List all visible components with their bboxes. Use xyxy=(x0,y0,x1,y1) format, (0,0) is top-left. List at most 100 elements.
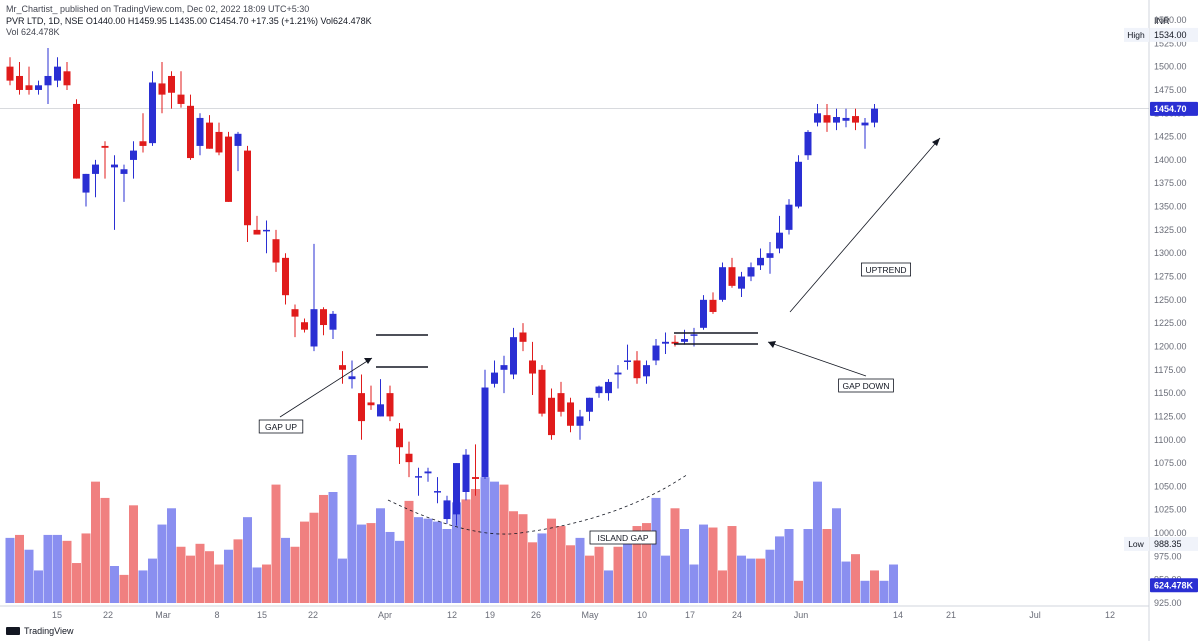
volume-bar xyxy=(433,521,442,603)
time-tick-label: 10 xyxy=(637,610,647,620)
volume-bar xyxy=(765,549,775,603)
symbol-ohlc-line: PVR LTD, 1D, NSE O1440.00 H1459.95 L1435… xyxy=(6,16,372,26)
volume-bar xyxy=(604,570,613,603)
volume-bar xyxy=(34,570,43,603)
volume-bar xyxy=(784,529,794,603)
candle-body xyxy=(814,113,821,123)
annotation-box xyxy=(589,530,657,545)
uptrend-arrowhead xyxy=(932,138,940,146)
candle-body xyxy=(462,454,470,492)
candle-body xyxy=(310,309,318,347)
volume-bar xyxy=(414,517,423,603)
volume-bar xyxy=(642,523,651,603)
gap-down-arrowhead xyxy=(768,341,776,348)
price-tick-label: 1375.00 xyxy=(1154,178,1187,188)
candle-body xyxy=(624,360,631,362)
price-badge xyxy=(1150,536,1198,551)
price-tick-label: 925.00 xyxy=(1154,598,1182,608)
candle-body xyxy=(16,75,23,90)
gap-up-arrow xyxy=(279,357,373,418)
volume-bar xyxy=(822,529,832,603)
candle-body xyxy=(329,313,337,330)
price-tick-label: 1150.00 xyxy=(1154,388,1186,398)
volume-bar xyxy=(24,549,34,603)
candle-body xyxy=(510,337,517,375)
volume-bar xyxy=(5,537,15,603)
candle-body xyxy=(348,376,356,380)
volume-bar xyxy=(148,558,157,603)
volume-bar xyxy=(879,580,889,603)
candle-body xyxy=(557,393,565,412)
candle-body xyxy=(586,397,593,412)
volume-bar xyxy=(461,499,471,603)
volume-bar xyxy=(566,545,575,603)
badge-tag-label: High xyxy=(1127,30,1145,40)
volume-bar xyxy=(43,534,53,603)
time-tick-label: 19 xyxy=(485,610,495,620)
candle-body xyxy=(386,393,394,417)
candle-body xyxy=(614,372,622,375)
annotation-label: GAP DOWN xyxy=(842,381,889,391)
candle-body xyxy=(130,150,137,160)
candle-body xyxy=(871,108,878,123)
time-tick-label: 22 xyxy=(103,610,113,620)
chart-header: Mr_Chartist_ published on TradingView.co… xyxy=(0,0,1200,40)
price-tick-label: 1350.00 xyxy=(1154,202,1187,212)
price-tick-label: 1525.00 xyxy=(1154,38,1187,48)
candle-body xyxy=(301,322,308,330)
volume-bar xyxy=(271,484,281,603)
price-tick-label: 1550.00 xyxy=(1154,15,1187,25)
volume-bar xyxy=(338,558,347,603)
candle-body xyxy=(633,360,641,379)
price-tick-label: 1075.00 xyxy=(1154,458,1187,468)
candle-body xyxy=(605,381,612,394)
volume-line: Vol 624.478K xyxy=(6,27,60,37)
candle-body xyxy=(187,105,194,159)
candle-body xyxy=(453,463,460,515)
time-tick-label: 24 xyxy=(732,610,742,620)
volume-bar xyxy=(794,580,803,603)
badge-tag-label: Low xyxy=(1128,539,1144,549)
volume-bar xyxy=(319,494,328,603)
time-tick-label: 22 xyxy=(308,610,318,620)
volume-bar xyxy=(813,481,822,603)
volume-bar xyxy=(328,492,338,603)
candle-body xyxy=(120,169,128,174)
candle-body xyxy=(833,117,840,123)
uptrend-arrow xyxy=(789,137,941,313)
volume-bar xyxy=(300,521,309,603)
volume-bar xyxy=(803,529,813,603)
candle-body xyxy=(491,372,498,384)
volume-bar xyxy=(281,537,290,603)
candle-body xyxy=(415,476,422,478)
candle-body xyxy=(101,145,109,148)
candle-body xyxy=(519,332,527,342)
candle-body xyxy=(396,428,403,448)
candle-body xyxy=(234,133,242,146)
volume-bar xyxy=(756,558,765,603)
volume-bar xyxy=(651,497,661,603)
time-tick-label: 8 xyxy=(214,610,219,620)
volume-bar xyxy=(385,531,395,603)
volume-bar xyxy=(718,570,727,603)
volume-bar xyxy=(499,484,509,603)
tradingview-logo[interactable]: TradingView xyxy=(6,626,74,636)
candle-body xyxy=(158,83,166,95)
volume-bar xyxy=(100,497,110,603)
candle-body xyxy=(861,122,869,126)
price-tick-label: 1400.00 xyxy=(1154,155,1187,165)
price-tick-label: 1000.00 xyxy=(1154,528,1187,538)
candle-body xyxy=(766,253,774,258)
currency-label: INR xyxy=(1154,16,1170,26)
candle-body xyxy=(795,161,802,207)
island-gap-curve xyxy=(387,473,689,535)
volume-bar xyxy=(746,558,756,603)
price-tick-label: 1275.00 xyxy=(1154,272,1187,282)
candle-body xyxy=(320,309,327,326)
price-tick-label: 1425.00 xyxy=(1154,132,1187,142)
price-badge xyxy=(1150,101,1198,116)
candle-body xyxy=(177,94,185,104)
volume-bar xyxy=(72,563,81,603)
volume-bar xyxy=(832,508,841,603)
